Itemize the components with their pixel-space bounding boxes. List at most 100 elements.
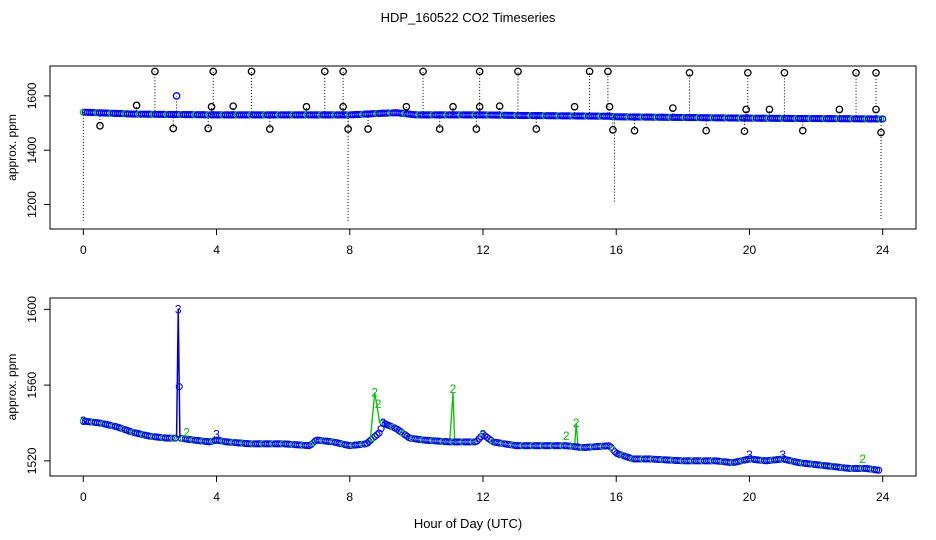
outlier-point [402,102,411,111]
flag-label: 3 [746,448,753,462]
data-point [175,383,183,391]
outlier-point [798,126,807,135]
data-point [475,435,483,443]
outlier-point [835,105,844,114]
flag-label: 2 [563,429,570,443]
flag-label: 3 [175,302,182,316]
y-axis-label: approx. ppm [5,354,19,421]
y-tick-label: 1200 [25,191,39,218]
outlier-point [630,126,639,135]
x-tick-label: 24 [876,490,890,504]
outlier-point [364,125,372,133]
data-point [605,442,613,450]
data-point [609,445,617,454]
outlier-point [780,68,789,77]
flag-label: 3 [480,427,487,441]
outlier-point [743,68,752,77]
outlier-point [320,67,329,76]
data-point [367,436,375,444]
data-point [487,436,495,444]
data-point [879,115,887,123]
outlier-point [302,102,311,111]
data-point [469,438,477,446]
flag-label: 3 [380,416,387,430]
data-point [363,439,371,447]
outlier-point [740,127,749,136]
outlier-point [132,101,141,110]
data-point [369,434,377,442]
flag-label: 2 [859,452,866,466]
outlier-point [585,67,594,76]
outlier-point [209,67,218,76]
outlier-point [765,105,774,114]
outlier-point [604,67,612,76]
data-point [403,432,411,440]
outlier-point [151,67,159,76]
outlier-point [339,67,347,76]
outlier-point [609,125,617,134]
flag3-spike [175,309,181,439]
x-tick-label: 16 [610,243,624,257]
data-point [169,434,177,442]
outlier-point [532,125,541,133]
outlier-point [265,125,274,133]
outlier-point [204,124,213,133]
flag-label: 2 [573,416,580,430]
outlier-point [247,67,256,76]
outlier-point [877,128,885,137]
outlier-point [742,105,750,114]
data-point [607,443,615,451]
outlier-point [169,124,178,133]
flag2-spike [573,422,579,447]
x-axis-label: Hour of Day (UTC) [414,516,522,531]
plot-frame [49,65,917,230]
x-tick-label: 4 [213,490,220,504]
outlier-point [852,68,860,77]
outlier-point [449,102,457,111]
flag2-spike [449,392,456,442]
flag-label: 2 [375,397,382,411]
flag-label: 2 [371,386,378,400]
outlier-point [229,102,238,111]
data-point [875,466,883,474]
top-panel: 0 4 8 12 16 20 24 1200 1400 1600 approx. ppm [5,65,917,257]
y-tick-label: 1600 [25,82,39,109]
x-tick-label: 20 [743,490,757,504]
outlier-point [207,102,216,111]
flag-label: 3 [80,414,87,428]
outlier-point [605,102,614,111]
flag-label: 2 [450,382,457,396]
data-point [373,431,381,439]
outlier-point [435,125,444,133]
outlier-point [669,104,677,112]
outlier-point [344,125,352,133]
outlier-point [96,121,104,130]
data-point [365,437,373,446]
y-tick-label: 1520 [25,447,39,474]
x-tick-label: 12 [476,490,490,504]
data-point [473,437,481,445]
outlier-point [339,102,347,111]
data-point [167,434,175,442]
outlier-point [702,126,711,135]
outlier-point [495,102,504,111]
data-point [371,432,379,440]
data-point [375,429,383,437]
outlier-point [570,102,579,111]
flag-label: 3 [779,448,786,462]
data-point [307,441,315,449]
outlier-point [475,67,484,76]
outlier-point [419,67,427,76]
y-tick-label: 1560 [25,371,39,398]
flag2-spike [369,392,381,446]
flag-label: 3 [213,427,220,441]
x-tick-label: 8 [346,243,353,257]
y-tick-label: 1400 [25,137,39,164]
outlier-point [685,68,694,77]
x-tick-label: 16 [610,490,624,504]
outlier-point [514,67,522,76]
x-tick-label: 0 [80,243,87,257]
outlier-point [172,92,181,100]
outlier-point [872,105,880,114]
